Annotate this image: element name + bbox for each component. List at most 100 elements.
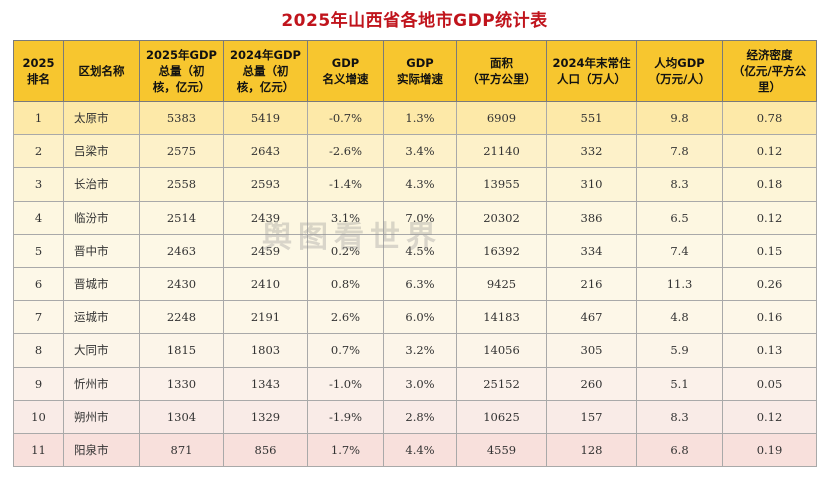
nominal-growth-cell: 1.7% (307, 432, 384, 468)
density-cell: 0.16 (722, 300, 817, 335)
header-gdp-2025: 2025年GDP 总量（初 核，亿元） (139, 40, 224, 102)
table-row: 10 朔州市 1304 1329 -1.9% 2.8% 10625 157 8.3 0.12 (13, 399, 817, 434)
density-cell: 0.05 (722, 366, 817, 401)
city-name-cell: 临汾市 (63, 200, 140, 235)
density-cell: 0.78 (722, 100, 817, 136)
real-growth-cell: 6.3% (383, 266, 457, 302)
population-cell: 332 (546, 134, 637, 169)
table-row: 8 大同市 1815 1803 0.7% 3.2% 14056 305 5.9 0.13 (13, 333, 817, 368)
per-capita-cell: 9.8 (636, 100, 723, 136)
header-rank: 2025 排名 (13, 40, 64, 102)
area-cell: 10625 (456, 399, 547, 434)
density-cell: 0.15 (722, 233, 817, 268)
gdp-2024-cell: 2459 (223, 233, 308, 268)
table-row: 11 阳泉市 871 856 1.7% 4.4% 4559 128 6.8 0.19 (13, 432, 817, 468)
gdp-table: 2025 排名 区划名称 2025年GDP 总量（初 核，亿元） 2024年GD… (13, 40, 817, 468)
header-density: 经济密度 （亿元/平方公里） (722, 40, 817, 102)
rank-cell: 10 (13, 399, 64, 434)
city-name-cell: 大同市 (63, 333, 140, 368)
city-name-cell: 长治市 (63, 167, 140, 202)
header-per-capita: 人均GDP （万元/人） (636, 40, 723, 102)
real-growth-cell: 2.8% (383, 399, 457, 434)
table-row: 3 长治市 2558 2593 -1.4% 4.3% 13955 310 8.3 0.18 (13, 167, 817, 202)
nominal-growth-cell: 0.2% (307, 233, 384, 268)
density-cell: 0.26 (722, 266, 817, 302)
rank-cell: 4 (13, 200, 64, 235)
gdp-2025-cell: 1815 (139, 333, 224, 368)
gdp-2024-cell: 2439 (223, 200, 308, 235)
nominal-growth-cell: 3.1% (307, 200, 384, 235)
population-cell: 305 (546, 333, 637, 368)
per-capita-cell: 5.1 (636, 366, 723, 401)
gdp-2024-cell: 1329 (223, 399, 308, 434)
per-capita-cell: 4.8 (636, 300, 723, 335)
real-growth-cell: 4.5% (383, 233, 457, 268)
area-cell: 14183 (456, 300, 547, 335)
gdp-2024-cell: 2410 (223, 266, 308, 302)
city-name-cell: 吕梁市 (63, 134, 140, 169)
header-area: 面积 （平方公里） (456, 40, 547, 102)
per-capita-cell: 6.5 (636, 200, 723, 235)
gdp-2024-cell: 1803 (223, 333, 308, 368)
rank-cell: 2 (13, 134, 64, 169)
rank-cell: 7 (13, 300, 64, 335)
real-growth-cell: 1.3% (383, 100, 457, 136)
gdp-2024-cell: 1343 (223, 366, 308, 401)
nominal-growth-cell: 0.7% (307, 333, 384, 368)
city-name-cell: 运城市 (63, 300, 140, 335)
density-cell: 0.12 (722, 399, 817, 434)
gdp-2024-cell: 856 (223, 432, 308, 468)
population-cell: 216 (546, 266, 637, 302)
gdp-2025-cell: 1330 (139, 366, 224, 401)
header-gdp-2024: 2024年GDP 总量（初 核，亿元） (223, 40, 308, 102)
nominal-growth-cell: 2.6% (307, 300, 384, 335)
population-cell: 260 (546, 366, 637, 401)
header-nominal-growth: GDP 名义增速 (307, 40, 384, 102)
header-row: 2025 排名 区划名称 2025年GDP 总量（初 核，亿元） 2024年GD… (13, 40, 817, 102)
page-title: 2025年山西省各地市GDP统计表 (281, 11, 548, 31)
per-capita-cell: 7.4 (636, 233, 723, 268)
density-cell: 0.19 (722, 432, 817, 468)
area-cell: 25152 (456, 366, 547, 401)
per-capita-cell: 8.3 (636, 399, 723, 434)
gdp-2025-cell: 2463 (139, 233, 224, 268)
header-real-growth: GDP 实际增速 (383, 40, 457, 102)
density-cell: 0.13 (722, 333, 817, 368)
header-population: 2024年末常住 人口（万人） (546, 40, 637, 102)
city-name-cell: 忻州市 (63, 366, 140, 401)
rank-cell: 9 (13, 366, 64, 401)
table-row: 2 吕梁市 2575 2643 -2.6% 3.4% 21140 332 7.8 0.12 (13, 134, 817, 169)
area-cell: 9425 (456, 266, 547, 302)
table-row: 4 临汾市 2514 2439 3.1% 7.0% 20302 386 6.5 0.12 (13, 200, 817, 235)
city-name-cell: 晋城市 (63, 266, 140, 302)
nominal-growth-cell: -0.7% (307, 100, 384, 136)
gdp-2025-cell: 871 (139, 432, 224, 468)
area-cell: 14056 (456, 333, 547, 368)
city-name-cell: 朔州市 (63, 399, 140, 434)
header-name: 区划名称 (63, 40, 140, 102)
area-cell: 6909 (456, 100, 547, 136)
table-row: 1 太原市 5383 5419 -0.7% 1.3% 6909 551 9.8 0.78 (13, 100, 817, 136)
gdp-2024-cell: 2643 (223, 134, 308, 169)
real-growth-cell: 7.0% (383, 200, 457, 235)
table-row: 9 忻州市 1330 1343 -1.0% 3.0% 25152 260 5.1 0.05 (13, 366, 817, 401)
nominal-growth-cell: -1.9% (307, 399, 384, 434)
gdp-2025-cell: 2514 (139, 200, 224, 235)
city-name-cell: 太原市 (63, 100, 140, 136)
real-growth-cell: 3.2% (383, 333, 457, 368)
nominal-growth-cell: -1.0% (307, 366, 384, 401)
population-cell: 128 (546, 432, 637, 468)
area-cell: 20302 (456, 200, 547, 235)
population-cell: 157 (546, 399, 637, 434)
rank-cell: 1 (13, 100, 64, 136)
real-growth-cell: 4.4% (383, 432, 457, 468)
gdp-2025-cell: 2558 (139, 167, 224, 202)
area-cell: 4559 (456, 432, 547, 468)
real-growth-cell: 3.0% (383, 366, 457, 401)
rank-cell: 3 (13, 167, 64, 202)
gdp-2025-cell: 1304 (139, 399, 224, 434)
table-row: 5 晋中市 2463 2459 0.2% 4.5% 16392 334 7.4 0.15 (13, 233, 817, 268)
gdp-2024-cell: 5419 (223, 100, 308, 136)
density-cell: 0.12 (722, 200, 817, 235)
gdp-2025-cell: 2430 (139, 266, 224, 302)
